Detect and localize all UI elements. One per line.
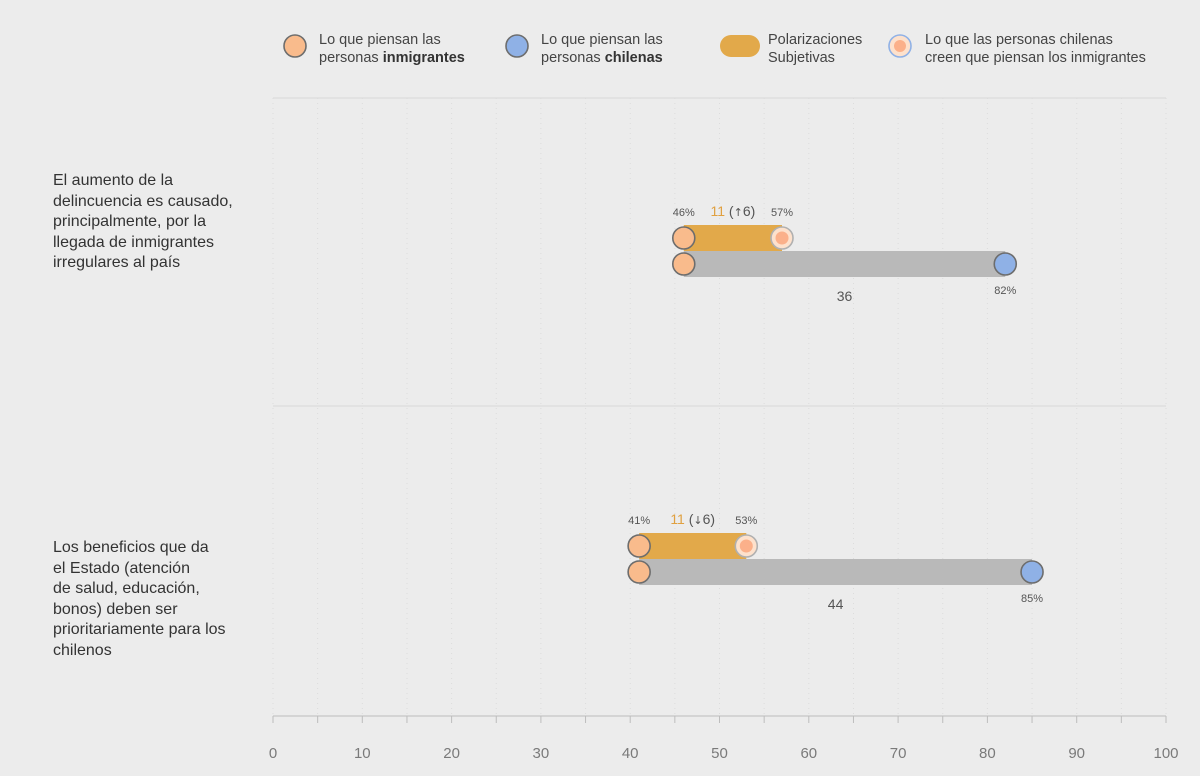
row-label-line: El aumento de la [53,172,174,189]
x-tick-label: 10 [354,745,371,762]
x-tick-label: 80 [979,745,996,762]
immigrants-value-label: 41% [628,515,650,527]
row-label-line: principalmente, por la [53,213,206,230]
immigrants-point [671,226,696,250]
chileans-marker-icon [505,34,529,58]
legend-perceived-line1: Lo que las personas chilenas [925,32,1113,48]
perceived-marker-icon [888,34,912,58]
row-label-benefits: Los beneficios que da el Estado (atención… [53,538,263,661]
legend-chileans-prefix: personas [541,50,605,66]
row-label-line: Los beneficios que da [53,539,209,556]
immigrants-value-label: 46% [673,207,695,219]
polarization-value-label: 11 (↓6) [670,511,715,527]
immigrants-point [627,534,651,558]
x-tick-label: 0 [269,745,277,762]
gap-bar [683,251,1006,277]
row-label-line: chilenos [53,641,112,659]
perceived-value-label: 57% [771,207,793,219]
immigrants-point [671,252,696,276]
x-tick-label: 100 [1153,745,1178,762]
row-label-line: el Estado (atención [53,559,190,577]
row-label-line: prioritariamente para los [53,621,226,638]
immigrants-marker-icon [283,34,307,58]
chileans-point [993,252,1018,276]
legend-polarization-line1: Polarizaciones [768,32,863,48]
polarization-bar [683,225,783,251]
legend-perceived-line2: creen que piensan los inmigrantes [925,50,1146,66]
polarization-bar [639,533,747,559]
legend-immigrants-bold: inmigrantes [382,50,465,66]
polarization-bar-icon [720,35,760,57]
gap-bar [639,559,1033,585]
perceived-point-core [775,231,789,245]
legend-immigrants-prefix: personas [319,50,383,66]
x-tick-label: 60 [800,745,817,762]
gap-value-label: 36 [837,288,853,304]
gap-value-label: 44 [828,596,844,612]
row-label-line: llegada de inmigrantes [53,233,214,251]
row-label-line: irregulares al país [53,254,181,271]
chileans-value-label: 85% [1021,593,1043,605]
x-tick-label: 20 [443,745,460,762]
x-tick-label: 30 [533,745,550,762]
legend-polarization-line2: Subjetivas [768,50,835,66]
perceived-value-label: 53% [735,515,757,527]
row-label-line: delincuencia es causado, [53,192,233,210]
legend-chileans-line1: Lo que piensan las [541,32,663,48]
x-tick-label: 90 [1068,745,1085,762]
row-label-line: bonos) deben ser [53,600,178,618]
legend-immigrants-line1: Lo que piensan las [319,32,441,48]
perceived-point-core [739,539,753,553]
row-label-crime: El aumento de la delincuencia es causado,… [53,171,263,274]
legend-chileans-bold: chilenas [604,50,663,66]
legend: Lo que piensan las personas inmigrantes … [0,31,1200,75]
row-label-line: de salud, educación, [53,580,200,597]
immigrants-point [627,560,651,584]
x-tick-label: 70 [890,745,907,762]
chileans-value-label: 82% [994,285,1016,297]
x-tick-label: 40 [622,745,639,762]
x-tick-label: 50 [711,745,728,762]
chileans-point [1020,560,1044,584]
polarization-value-label: 11 (↑6) [711,203,756,219]
